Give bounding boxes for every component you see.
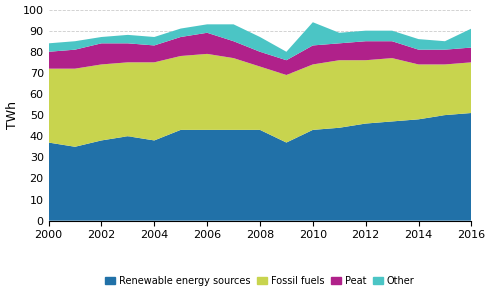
Legend: Renewable energy sources, Fossil fuels, Peat, Other: Renewable energy sources, Fossil fuels, … [102, 272, 418, 290]
Y-axis label: TWh: TWh [5, 101, 19, 129]
